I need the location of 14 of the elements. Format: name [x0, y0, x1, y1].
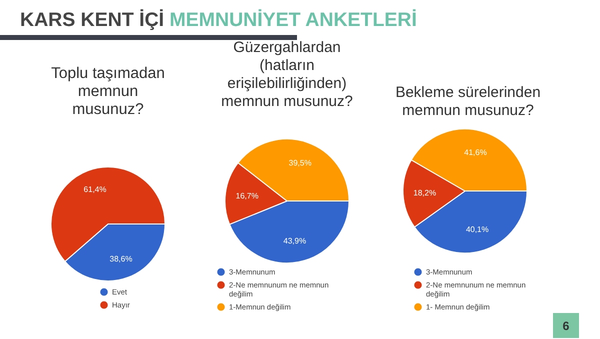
data-label: 39,5%	[288, 158, 312, 168]
data-label: 43,9%	[283, 236, 306, 246]
text: 6	[562, 319, 570, 334]
data-label: 61,4%	[84, 185, 106, 194]
data-label: 38,6%	[110, 254, 132, 264]
text: KARS KENT İÇİ	[20, 9, 164, 31]
text: MEMNUNİYET ANKETLERİ	[164, 9, 417, 31]
data-label: 41,6%	[464, 148, 487, 157]
chart-title: Toplu taşımadan memnun musunuz?	[51, 65, 165, 118]
data-label: 16,7%	[236, 191, 258, 200]
chart-title: Bekleme sürelerinden memnun musunuz?	[395, 84, 541, 119]
data-label: 40,1%	[466, 225, 489, 234]
data-label: 18,2%	[413, 188, 436, 198]
chart-title: Güzergahlardan (hatların erişilebilirliğinden) memnun musunuz?	[221, 39, 353, 110]
